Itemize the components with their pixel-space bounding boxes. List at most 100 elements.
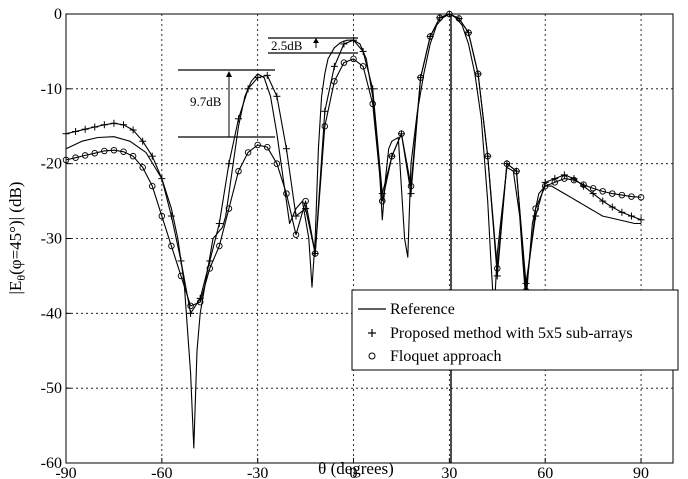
series-1-point-16 <box>215 220 223 228</box>
series-2-point-53 <box>570 176 578 184</box>
x-tick-label-1: -60 <box>151 465 172 479</box>
series-1-point-23 <box>282 145 290 153</box>
series-2-point-13 <box>187 302 194 310</box>
series-2-point-42 <box>465 29 472 36</box>
x-tick-label-6: 90 <box>633 465 649 479</box>
series-2-point-33 <box>379 197 386 205</box>
legend-box <box>351 289 679 371</box>
y-tick-label-3: -30 <box>41 231 62 248</box>
series-2-point-15 <box>206 265 214 272</box>
y-axis-title-rest: (φ=45°)| (dB) <box>6 182 25 275</box>
series-2-point-46 <box>503 160 511 167</box>
series-line-0 <box>65 13 642 449</box>
series-1-point-15 <box>206 257 214 265</box>
series-2-point-60 <box>637 194 645 201</box>
series-1-point-50 <box>541 178 549 186</box>
series-2-point-7 <box>129 152 137 160</box>
series-2-point-31 <box>359 63 367 70</box>
series-1-point-45 <box>493 272 501 280</box>
series-2-point-56 <box>599 188 606 195</box>
series-1-point-6 <box>120 121 128 129</box>
series-2-point-49 <box>532 205 539 212</box>
series-0 <box>65 13 642 449</box>
series-1-point-27 <box>321 107 329 115</box>
series-1-point-24 <box>292 212 300 220</box>
series-1-point-1 <box>72 127 80 135</box>
series-2-point-37 <box>417 74 424 81</box>
series-2-point-35 <box>398 130 405 137</box>
series-1-point-28 <box>330 62 338 70</box>
series-2-point-26 <box>311 250 319 257</box>
series-2-point-54 <box>580 181 587 188</box>
series-2-point-55 <box>589 185 597 192</box>
x-tick-label-3: 0 <box>350 465 358 479</box>
series-2-point-58 <box>618 191 626 199</box>
series-2 <box>62 10 645 310</box>
series-2-point-39 <box>436 14 444 21</box>
series-1-point-11 <box>167 212 175 220</box>
series-1-point-10 <box>158 175 166 183</box>
series-1-point-21 <box>263 71 271 79</box>
legend-swatch-floquet <box>368 352 376 360</box>
series-1-point-60 <box>637 216 645 224</box>
series-1-point-22 <box>273 92 281 100</box>
series-2-point-25 <box>302 197 309 205</box>
y-tick-label-6: -60 <box>41 455 62 472</box>
y-tick-label-4: -40 <box>41 305 62 322</box>
series-1-point-12 <box>177 257 185 265</box>
series-2-point-43 <box>474 70 482 78</box>
series-2-point-4 <box>101 147 108 155</box>
series-2-point-32 <box>369 100 376 108</box>
legend-label-reference: Reference <box>390 301 455 318</box>
series-2-point-8 <box>139 164 146 171</box>
x-tick-label-2: -30 <box>247 465 268 479</box>
x-tick-label-0: -90 <box>55 465 76 479</box>
series-1-point-49 <box>532 212 540 220</box>
series-2-point-28 <box>331 78 338 85</box>
annotations: 2.5dB 9.7dB <box>178 14 452 463</box>
ticks: -90 -60 -30 0 30 60 900-10-20-30-40-50-60 <box>41 6 649 479</box>
y-axis-title: |Eθ(φ=45°)| (dB) <box>6 182 28 295</box>
x-tick-label-4: 30 <box>441 465 457 479</box>
y-tick-label-0: 0 <box>54 6 62 23</box>
series-2-point-59 <box>628 193 635 200</box>
x-axis-title: θ (degrees) <box>318 459 394 478</box>
series-1-point-56 <box>599 197 607 205</box>
series-1-point-52 <box>560 171 568 179</box>
x-tick-label-5: 60 <box>537 465 553 479</box>
series-1-point-32 <box>369 85 377 93</box>
series-2-point-24 <box>292 231 300 239</box>
series-1-point-2 <box>81 125 89 133</box>
series-1-point-59 <box>627 212 635 220</box>
annotation-arrowhead-9.7db <box>226 71 232 77</box>
series-line-2 <box>65 13 642 307</box>
series-1-point-51 <box>551 175 559 183</box>
series-2-point-6 <box>120 148 127 155</box>
y-tick-label-2: -20 <box>41 156 62 173</box>
y-tick-label-1: -10 <box>41 81 62 98</box>
series-2-point-30 <box>350 55 357 63</box>
y-tick-label-5: -50 <box>41 380 62 397</box>
legend-swatch-proposed <box>368 329 376 337</box>
series-2-point-17 <box>225 205 233 212</box>
legend-label-proposed: Proposed method with 5x5 sub-arrays <box>390 325 633 342</box>
series-2-point-45 <box>494 265 501 272</box>
series-1-point-4 <box>100 121 108 129</box>
series-2-point-22 <box>273 160 281 167</box>
series-2-point-2 <box>81 152 89 159</box>
series-1-point-31 <box>359 47 367 55</box>
series-2-point-57 <box>609 190 616 197</box>
series-2-point-3 <box>91 149 99 157</box>
legend-label-floquet: Floquet approach <box>390 348 502 365</box>
series-1-point-29 <box>340 40 348 48</box>
grid <box>65 13 673 464</box>
series-1-point-18 <box>235 115 243 123</box>
series-1-point-3 <box>91 123 99 131</box>
series-2-point-29 <box>340 59 348 66</box>
series-1-point-9 <box>148 152 156 160</box>
series-1-point-19 <box>244 85 252 93</box>
series-2-point-44 <box>484 152 491 160</box>
series-1-point-5 <box>110 119 118 127</box>
series-1-point-8 <box>139 137 147 145</box>
